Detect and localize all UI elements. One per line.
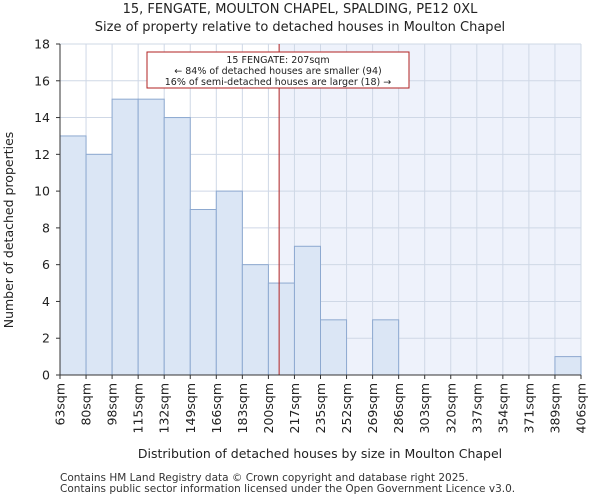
- x-tick-label: 252sqm: [339, 383, 354, 433]
- bar-217sqm: [293, 245, 322, 376]
- x-tick-label: 354sqm: [495, 383, 510, 433]
- bar-269sqm: [372, 319, 400, 376]
- x-tick-label: 389sqm: [547, 383, 562, 433]
- y-tick-label: 2: [42, 331, 50, 346]
- y-tick-label: 12: [34, 147, 50, 162]
- annotation-line-2: ← 84% of detached houses are smaller (94…: [174, 66, 381, 77]
- x-tick-label: 406sqm: [574, 383, 589, 433]
- x-tick-label: 337sqm: [469, 383, 484, 433]
- x-tick-label: 132sqm: [157, 383, 172, 433]
- y-tick-label: 14: [34, 110, 50, 125]
- bar-63sqm: [59, 135, 87, 376]
- x-tick-label: 303sqm: [417, 383, 432, 433]
- bar-166sqm: [215, 190, 243, 376]
- x-tick-label: 217sqm: [287, 383, 302, 433]
- chart-subtitle: Size of property relative to detached ho…: [94, 20, 506, 35]
- footer-copyright: Contains HM Land Registry data © Crown c…: [60, 472, 469, 484]
- x-tick-label: 371sqm: [521, 383, 536, 433]
- x-axis-label: Distribution of detached houses by size …: [138, 446, 502, 461]
- x-tick-label: 63sqm: [53, 383, 68, 426]
- annotation-line-1: 15 FENGATE: 207sqm: [226, 55, 329, 66]
- x-tick-label: 320sqm: [443, 383, 458, 433]
- y-axis-label: Number of detached properties: [1, 132, 16, 329]
- x-tick-label: 80sqm: [79, 383, 94, 426]
- bar-149sqm: [189, 209, 217, 376]
- y-tick-label: 0: [42, 368, 50, 383]
- bar-389sqm: [554, 356, 582, 376]
- x-tick-label: 149sqm: [183, 383, 198, 433]
- x-tick-label: 115sqm: [131, 383, 146, 433]
- bar-183sqm: [241, 264, 269, 376]
- footer-licence: Contains public sector information licen…: [60, 483, 516, 495]
- y-tick-label: 16: [34, 73, 50, 88]
- x-tick-label: 286sqm: [391, 383, 406, 433]
- x-tick-label: 98sqm: [105, 383, 120, 426]
- y-tick-label: 6: [42, 257, 50, 272]
- x-tick-label: 183sqm: [235, 383, 250, 433]
- bar-80sqm: [85, 153, 113, 376]
- bar-235sqm: [320, 319, 348, 376]
- histogram-chart: 0 2 4 6 8 10 12 14 16 18 63sqm 80sqm 98sqm 115sqm 132…: [1, 37, 589, 462]
- y-tick-label: 18: [34, 37, 50, 52]
- x-tick-label: 269sqm: [365, 383, 380, 433]
- y-tick-label: 10: [34, 184, 50, 199]
- annotation-line-3: 16% of semi-detached houses are larger (…: [165, 77, 392, 88]
- x-tick-label: 200sqm: [261, 383, 276, 433]
- y-tick-label: 8: [42, 220, 50, 235]
- y-tick-label: 4: [42, 294, 50, 309]
- bar-132sqm: [163, 117, 191, 376]
- x-tick-label: 166sqm: [209, 383, 224, 433]
- annotation-box: 15 FENGATE: 207sqm ← 84% of detached hou…: [146, 51, 410, 89]
- chart-title: 15, FENGATE, MOULTON CHAPEL, SPALDING, P…: [122, 2, 478, 17]
- bar-98sqm: [111, 98, 139, 376]
- bar-200sqm: [267, 282, 295, 376]
- x-tick-label: 235sqm: [313, 383, 328, 433]
- bar-115sqm: [137, 98, 165, 376]
